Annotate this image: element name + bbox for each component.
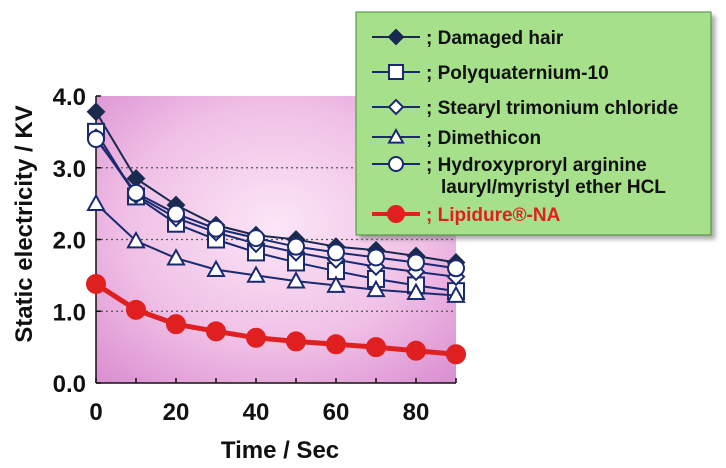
data-point xyxy=(286,271,306,289)
x-tick-label: 0 xyxy=(89,399,102,426)
data-point xyxy=(446,285,466,303)
data-point xyxy=(388,64,404,80)
data-point xyxy=(246,265,266,283)
data-point xyxy=(86,193,106,212)
data-point xyxy=(387,127,405,144)
data-point xyxy=(166,314,186,335)
legend-item-6: ; Lipidure®-NA xyxy=(372,205,561,226)
data-point xyxy=(367,248,385,267)
data-point xyxy=(86,273,106,294)
legend-label: ; Polyquaternium-10 xyxy=(426,63,609,84)
series-line xyxy=(95,111,457,264)
x-axis-label: Time / Sec xyxy=(221,437,339,463)
data-point xyxy=(326,334,346,355)
series-line xyxy=(94,281,457,357)
data-point xyxy=(327,243,345,262)
data-point xyxy=(207,219,225,238)
data-point xyxy=(387,205,405,223)
data-point xyxy=(126,230,146,249)
data-point xyxy=(127,183,145,202)
legend-item-4: ; Dimethicon xyxy=(372,127,541,149)
data-point xyxy=(167,204,185,223)
series-line xyxy=(95,202,457,297)
data-point xyxy=(166,248,186,266)
series-5 xyxy=(87,130,465,278)
legend-label: ; Lipidure®-NA xyxy=(426,205,561,226)
data-point xyxy=(206,321,226,342)
data-point xyxy=(287,237,305,256)
legend-label: ; Hydroxyproryl arginine xyxy=(426,155,647,176)
x-tick-label: 40 xyxy=(243,399,270,426)
data-point xyxy=(406,282,426,300)
data-point xyxy=(126,299,146,320)
data-point xyxy=(388,156,404,172)
series-line xyxy=(95,131,457,293)
series-4 xyxy=(86,193,466,303)
y-axis-label: Static electricity / KV xyxy=(11,105,38,342)
legend-item-3: ; Stearyl trimonium chloride xyxy=(372,98,678,119)
legend-item-2: ; Polyquaternium-10 xyxy=(372,63,609,84)
series-line xyxy=(95,138,457,270)
series-line xyxy=(95,137,457,278)
legend-item-5: ; Hydroxyproryl argininelauryl/myristyl … xyxy=(372,155,666,198)
x-tick-label: 60 xyxy=(323,399,350,426)
y-tick-label: 3.0 xyxy=(53,156,86,183)
legend-item-1: ; Damaged hair xyxy=(372,28,564,49)
y-tick-label: 0.0 xyxy=(53,371,86,398)
x-tick-label: 80 xyxy=(403,399,430,426)
series-6 xyxy=(86,273,466,365)
data-point xyxy=(366,279,386,298)
data-point xyxy=(86,102,106,122)
legend-label: ; Stearyl trimonium chloride xyxy=(426,98,678,119)
legend-box xyxy=(355,11,712,236)
data-point xyxy=(446,344,466,365)
data-point xyxy=(87,130,105,149)
legend-label: ; Damaged hair xyxy=(426,28,564,49)
data-point xyxy=(326,275,346,293)
data-point xyxy=(387,98,405,116)
y-tick-label: 2.0 xyxy=(53,228,86,255)
y-tick-label: 1.0 xyxy=(53,299,86,326)
data-point xyxy=(366,337,386,358)
data-point xyxy=(286,331,306,352)
data-point xyxy=(406,340,426,361)
y-tick-label: 4.0 xyxy=(53,84,86,111)
data-point xyxy=(447,259,465,278)
data-point xyxy=(246,327,266,348)
data-point xyxy=(206,259,226,278)
legend-label-line2: lauryl/myristyl ether HCL xyxy=(441,177,666,198)
data-point xyxy=(247,229,265,248)
data-point xyxy=(387,28,405,46)
data-point xyxy=(407,253,425,272)
x-tick-label: 20 xyxy=(163,399,190,426)
legend-label: ; Dimethicon xyxy=(426,128,541,149)
